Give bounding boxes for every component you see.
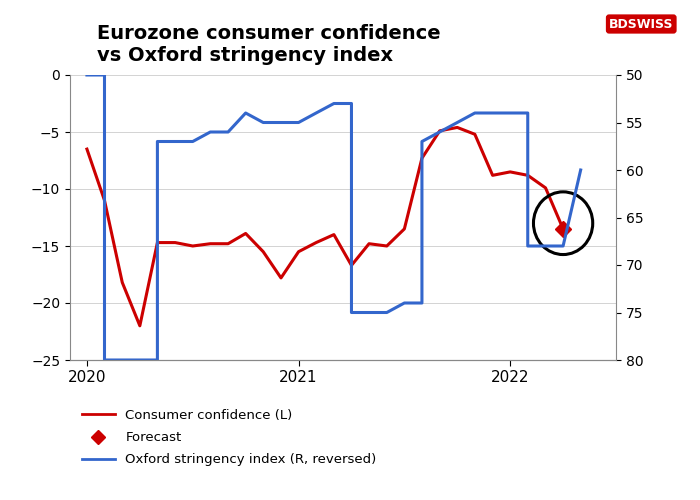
Text: BDSWISS: BDSWISS <box>609 18 673 30</box>
Text: Eurozone consumer confidence
vs Oxford stringency index: Eurozone consumer confidence vs Oxford s… <box>97 24 441 65</box>
Legend: Consumer confidence (L), Forecast, Oxford stringency index (R, reversed): Consumer confidence (L), Forecast, Oxfor… <box>76 404 382 471</box>
